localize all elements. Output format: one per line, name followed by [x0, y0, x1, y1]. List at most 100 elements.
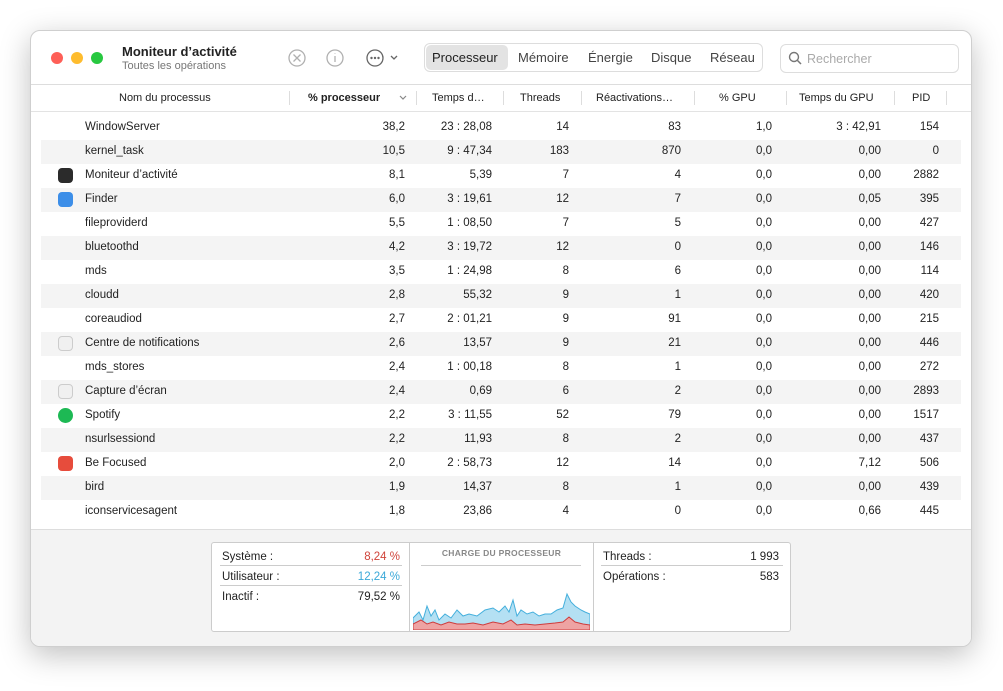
cell: Moniteur d’activité	[85, 169, 178, 181]
table-row[interactable]: cloudd 2,8 55,32 9 1 0,0 0,00 420	[41, 284, 961, 308]
cell: 146	[919, 241, 939, 253]
tab[interactable]: Processeur	[432, 50, 498, 65]
column-header[interactable]: Réactivations…	[596, 92, 674, 104]
cell: 2	[674, 433, 681, 445]
cell: 8	[562, 481, 569, 493]
column-header[interactable]: Temps du GPU	[799, 92, 874, 104]
cell: 79	[668, 409, 681, 421]
cell: nsurlsessiond	[85, 433, 156, 445]
column-header[interactable]: Nom du processus	[119, 92, 211, 104]
table-row[interactable]: nsurlsessiond 2,2 11,93 8 2 0,0 0,00 437	[41, 428, 961, 452]
table-row[interactable]: WindowServer 38,2 23 : 28,08 14 83 1,0 3 : 42,…	[41, 116, 961, 140]
cell: 1517	[913, 409, 939, 421]
table-row[interactable]: mds 3,5 1 : 24,98 8 6 0,0 0,00 114	[41, 260, 961, 284]
table-row[interactable]: Finder 6,0 3 : 19,61 12 7 0,0 0,05 395	[41, 188, 961, 212]
cell: 14,37	[463, 481, 492, 493]
cell: 0,0	[756, 337, 772, 349]
cell: 0,0	[756, 169, 772, 181]
tab[interactable]: Mémoire	[518, 50, 569, 65]
cell: 23 : 28,08	[440, 121, 492, 133]
cell: coreaudiod	[85, 313, 142, 325]
column-header[interactable]: Threads	[520, 92, 561, 104]
cell: 0,0	[756, 481, 772, 493]
cell: WindowServer	[85, 121, 160, 133]
column-separator	[289, 91, 290, 105]
stats-box: CHARGE DU PROCESSEUR Système : 8,24 % Util…	[211, 542, 791, 632]
cell: 272	[919, 361, 939, 373]
stat-label: Inactif :	[222, 591, 260, 603]
table-row[interactable]: kernel_task 10,5 9 : 47,34 183 870 0,0 0,00 0	[41, 140, 961, 164]
cell: 6,0	[389, 193, 405, 205]
column-header[interactable]: % GPU	[719, 92, 756, 104]
cell: 2 : 58,73	[447, 457, 492, 469]
cell: 21	[668, 337, 681, 349]
cell: 445	[919, 505, 939, 517]
info-button[interactable]	[326, 49, 344, 67]
cell: mds_stores	[85, 361, 145, 373]
toolbar-divider	[31, 84, 971, 85]
cell: 6	[562, 385, 569, 397]
table-row[interactable]: bluetoothd 4,2 3 : 19,72 12 0 0,0 0,00 146	[41, 236, 961, 260]
stat-value: 79,52 %	[357, 591, 400, 603]
cpu-graph	[413, 592, 590, 630]
cell: 0,0	[756, 409, 772, 421]
cell: 437	[919, 433, 939, 445]
cell: Spotify	[85, 409, 121, 421]
cell: 1,8	[389, 505, 405, 517]
table-row[interactable]: Capture d’écran 2,4 0,69 6 2 0,0 0,00 2893	[41, 380, 961, 404]
close-button[interactable]	[51, 52, 63, 64]
cell: 9	[562, 313, 569, 325]
cell: 4,2	[389, 241, 405, 253]
tab[interactable]: Disque	[651, 50, 692, 65]
minimize-button[interactable]	[71, 52, 83, 64]
cell: 0,00	[858, 337, 881, 349]
column-header[interactable]: % processeur	[308, 92, 381, 104]
divider	[601, 565, 783, 566]
cell: 0,0	[756, 433, 772, 445]
table-row[interactable]: iconservicesagent 1,8 23,86 4 0 0,0 0,66 445	[41, 500, 961, 524]
cell: 2,4	[389, 361, 405, 373]
stop-process-button[interactable]	[288, 49, 306, 67]
table-row[interactable]: fileproviderd 5,5 1 : 08,50 7 5 0,0 0,00 427	[41, 212, 961, 236]
cell: 5,39	[469, 169, 492, 181]
cell: 2,0	[389, 457, 405, 469]
stat-label: Threads :	[603, 551, 652, 563]
search-icon	[788, 51, 802, 65]
tab[interactable]: Réseau	[710, 50, 755, 65]
cell: 3 : 42,91	[836, 121, 881, 133]
table-row[interactable]: Moniteur d’activité 8,1 5,39 7 4 0,0 0,00 2882	[41, 164, 961, 188]
cell: 0,0	[756, 289, 772, 301]
column-header[interactable]: PID	[912, 92, 931, 104]
cell: 0,00	[858, 169, 881, 181]
table-row[interactable]: mds_stores 2,4 1 : 00,18 8 1 0,0 0,00 272	[41, 356, 961, 380]
search-field[interactable]: Rechercher	[780, 44, 959, 73]
cell: 0	[932, 145, 939, 157]
cell: 427	[919, 217, 939, 229]
cell: 0,05	[858, 193, 881, 205]
column-header[interactable]: Temps d…	[432, 92, 485, 104]
app-icon	[58, 456, 73, 471]
table-row[interactable]: Spotify 2,2 3 : 11,55 52 79 0,0 0,00 1517	[41, 404, 961, 428]
cell: 7	[562, 217, 569, 229]
cell: 0	[674, 505, 681, 517]
column-separator	[503, 91, 504, 105]
cell: 4	[562, 505, 569, 517]
cell: 8	[562, 265, 569, 277]
cell: fileproviderd	[85, 217, 148, 229]
cell: Centre de notifications	[85, 337, 200, 349]
table-row[interactable]: Centre de notifications 2,6 13,57 9 21 0,0 0,0…	[41, 332, 961, 356]
zoom-button[interactable]	[91, 52, 103, 64]
more-button[interactable]	[366, 49, 384, 67]
cell: 3 : 19,61	[447, 193, 492, 205]
cell: 183	[549, 145, 569, 157]
cell: iconservicesagent	[85, 505, 178, 517]
cell: 91	[668, 313, 681, 325]
tab-bar	[424, 43, 763, 72]
table-row[interactable]: bird 1,9 14,37 8 1 0,0 0,00 439	[41, 476, 961, 500]
cell: 870	[661, 145, 681, 157]
table-row[interactable]: coreaudiod 2,7 2 : 01,21 9 91 0,0 0,00 215	[41, 308, 961, 332]
cell: 2,6	[389, 337, 405, 349]
cell: 1,0	[756, 121, 772, 133]
tab[interactable]: Énergie	[588, 50, 633, 65]
table-row[interactable]: Be Focused 2,0 2 : 58,73 12 14 0,0 7,12 506	[41, 452, 961, 476]
